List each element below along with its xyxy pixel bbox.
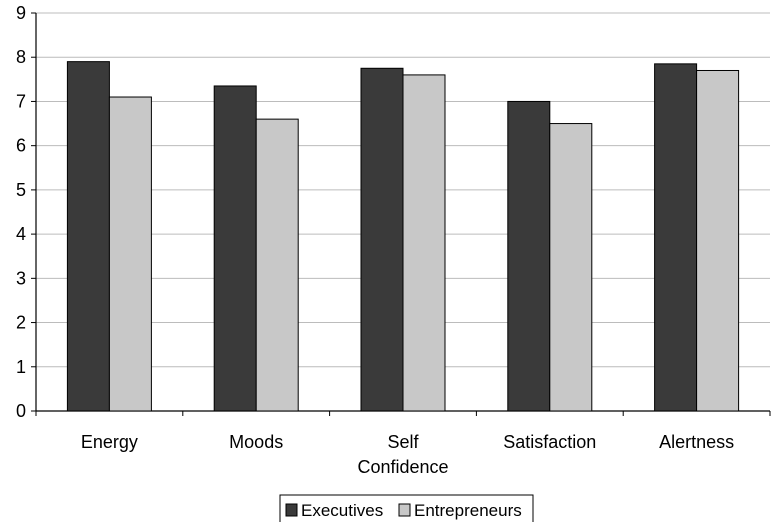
y-tick-label: 3 — [16, 268, 26, 288]
x-tick-label: Energy — [81, 432, 138, 452]
y-tick-label: 2 — [16, 313, 26, 333]
bar-entrepreneurs-alertness — [696, 69, 740, 412]
legend-swatch — [285, 503, 298, 517]
x-tick-label: Alertness — [659, 432, 734, 452]
bar-entrepreneurs-self-confidence — [402, 74, 446, 412]
bar-executives-satisfaction — [507, 100, 551, 412]
y-tick-label: 5 — [16, 180, 26, 200]
x-tick-label: Satisfaction — [503, 432, 596, 452]
bar-executives-energy — [66, 61, 110, 412]
y-tick-label: 6 — [16, 136, 26, 156]
x-tick-label: Moods — [229, 432, 283, 452]
x-tick-label: Confidence — [357, 457, 448, 477]
y-tick-label: 8 — [16, 47, 26, 67]
bar-executives-self-confidence — [360, 67, 404, 412]
x-tick-label: Self — [387, 432, 419, 452]
y-tick-label: 0 — [16, 401, 26, 421]
legend-label: Executives — [301, 501, 383, 520]
bar-entrepreneurs-moods — [255, 118, 299, 412]
bar-executives-moods — [213, 85, 257, 412]
y-tick-label: 9 — [16, 3, 26, 23]
legend-label: Entrepreneurs — [414, 501, 522, 520]
y-tick-label: 4 — [16, 224, 26, 244]
bar-entrepreneurs-satisfaction — [549, 123, 593, 412]
y-tick-label: 7 — [16, 91, 26, 111]
y-tick-label: 1 — [16, 357, 26, 377]
bar-executives-alertness — [654, 63, 698, 412]
legend-swatch — [398, 503, 411, 517]
bar-entrepreneurs-energy — [108, 96, 152, 412]
